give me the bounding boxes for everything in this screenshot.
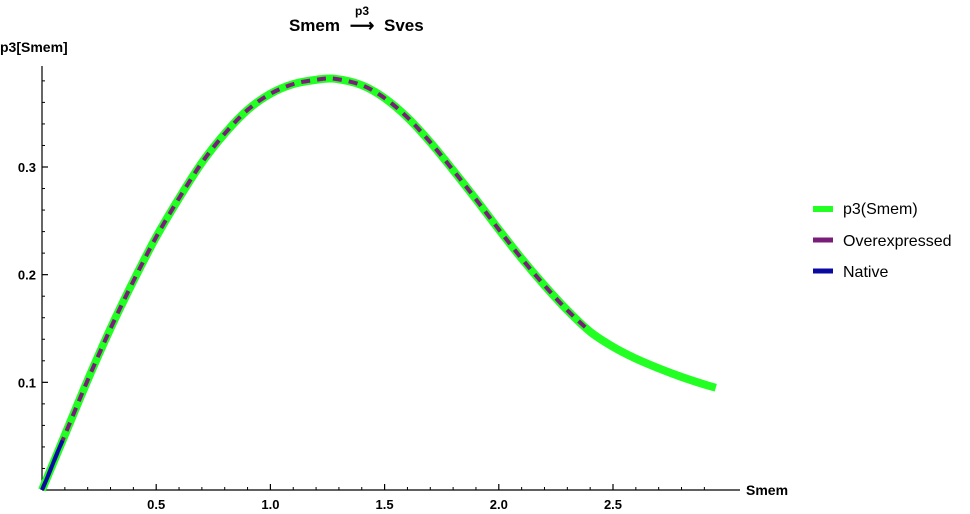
y-ticks: 0.1 0.2 0.3	[18, 160, 48, 390]
legend-label-native: Native	[843, 264, 888, 281]
x-tick-label: 2.5	[604, 497, 622, 512]
x-tick-label: 2.0	[490, 497, 508, 512]
series-line-p3	[38, 74, 717, 492]
y-tick-label: 0.3	[18, 160, 36, 175]
legend-label-p3: p3(Smem)	[843, 201, 918, 218]
x-tick-label: 0.5	[147, 497, 165, 512]
chart-title: Smem ⟶ p3 Sves	[289, 4, 424, 35]
y-axis-label: p3[Smem]	[0, 39, 68, 55]
legend-item-0: p3(Smem)	[813, 201, 918, 218]
y-tick-label: 0.1	[18, 375, 36, 390]
y-tick-label: 0.2	[18, 268, 36, 283]
legend: p3(Smem) Overexpressed Native	[813, 201, 952, 281]
series-layer	[38, 74, 717, 492]
legend-label-overexpressed: Overexpressed	[843, 233, 952, 250]
x-ticks: 0.5 1.0 1.5 2.0 2.5	[147, 484, 622, 512]
x-tick-label: 1.5	[376, 497, 394, 512]
title-arrow: ⟶	[350, 16, 374, 35]
legend-item-1: Overexpressed	[813, 233, 952, 250]
series-line-native	[40, 439, 65, 491]
title-source: Smem	[289, 16, 340, 35]
title-arrow-label: p3	[355, 4, 369, 18]
legend-item-2: Native	[813, 264, 888, 281]
title-target: Sves	[384, 16, 424, 35]
minor-ticks	[42, 80, 705, 490]
series-line-overexpressed	[40, 76, 592, 491]
x-tick-label: 1.0	[261, 497, 279, 512]
x-axis-label: Smem	[746, 482, 788, 498]
